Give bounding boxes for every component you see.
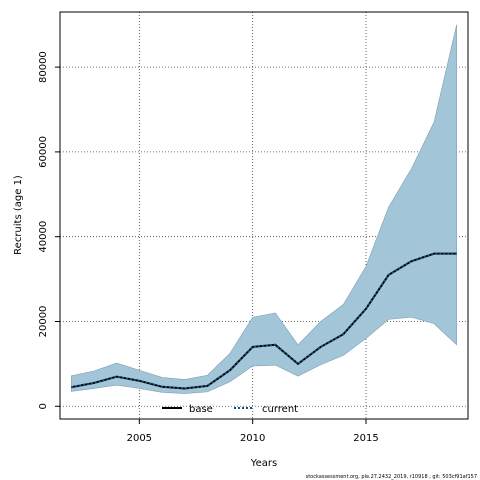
y-tick-label: 60000 — [38, 136, 49, 168]
x-axis: 2005 2010 2015 — [127, 419, 379, 444]
y-axis-title: Recruits (age 1) — [13, 175, 24, 255]
y-tick-label: 80000 — [38, 51, 49, 83]
confidence-band — [71, 24, 457, 394]
x-tick-label: 2010 — [240, 433, 265, 444]
y-axis: 0 20000 40000 60000 80000 — [38, 51, 60, 409]
footer-text: stockassessment.org, ple.27.2432_2019, r… — [306, 474, 477, 480]
series-line-current — [71, 252, 457, 390]
y-tick-label: 40000 — [38, 221, 49, 253]
legend-current-label: current — [262, 404, 298, 415]
band-area — [71, 24, 457, 394]
series-lines — [71, 252, 457, 390]
x-tick-label: 2005 — [127, 433, 152, 444]
legend: base current — [162, 404, 298, 415]
legend-base-label: base — [189, 404, 213, 415]
plot-frame — [59, 11, 469, 420]
y-tick-label: 0 — [38, 403, 49, 409]
y-tick-label: 20000 — [38, 306, 49, 338]
x-axis-title: Years — [250, 458, 277, 469]
x-tick-label: 2015 — [353, 433, 378, 444]
